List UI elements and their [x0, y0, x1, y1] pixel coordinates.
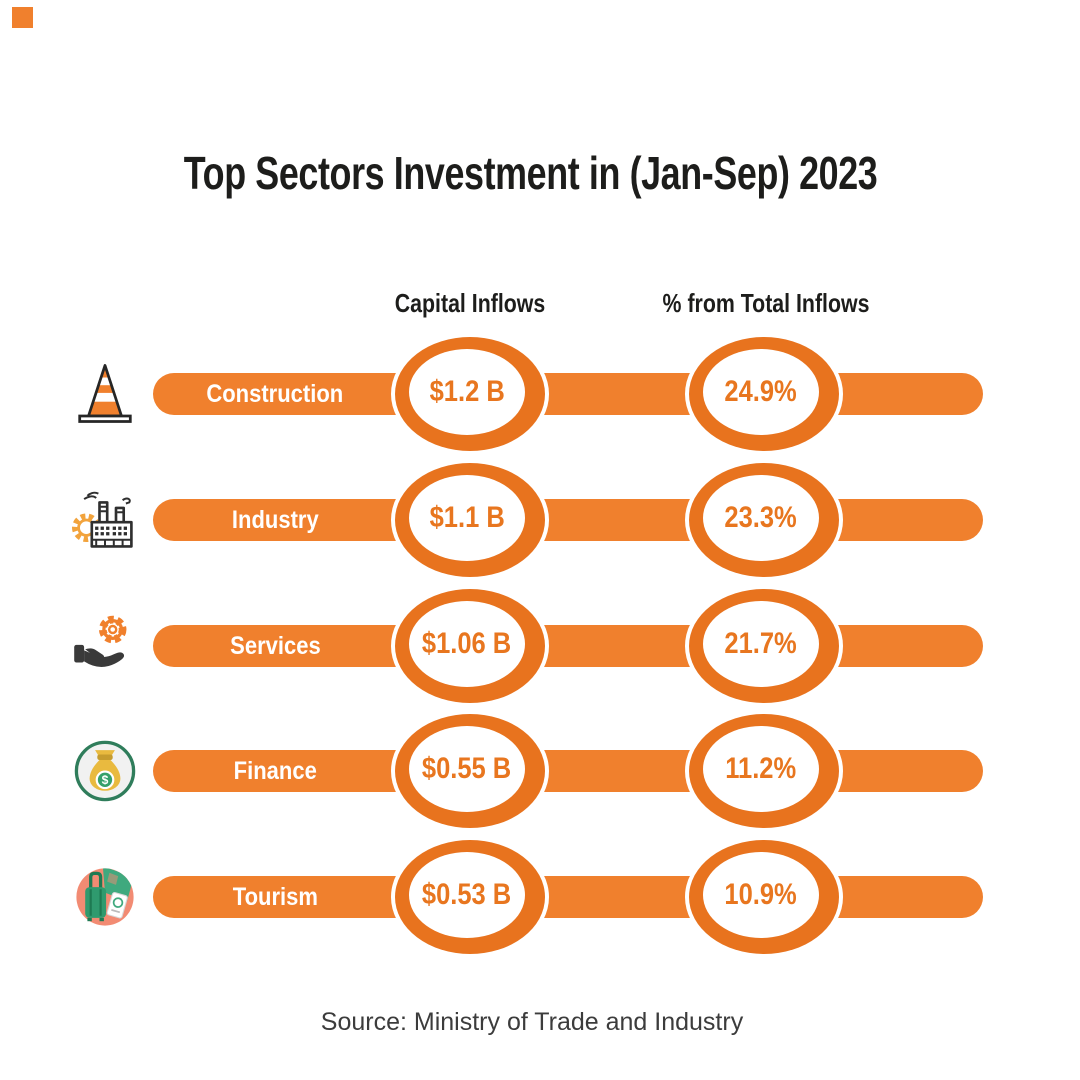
traffic-cone-icon — [72, 361, 138, 427]
money-bag-icon: $ — [72, 738, 138, 804]
capital-value: $0.53 B — [422, 878, 512, 911]
percent-value: 11.2% — [725, 752, 797, 785]
sector-label: Services — [229, 631, 321, 660]
hand-gear-icon — [72, 613, 138, 679]
sector-row-tourism: Tourism $0.53 B 10.9% — [0, 834, 1080, 960]
capital-value: $1.2 B — [429, 375, 505, 408]
sector-bar — [153, 499, 983, 541]
sector-row-industry: Industry $1.1 B 23.3% — [0, 457, 1080, 583]
page-title-text: Top Sectors Investment in (Jan-Sep) 2023 — [184, 147, 878, 199]
percent-bubble: 24.9% — [689, 337, 839, 451]
percent-value: 21.7% — [724, 627, 798, 660]
capital-value: $0.55 B — [422, 752, 512, 785]
sector-row-services: Services $1.06 B 21.7% — [0, 583, 1080, 709]
sector-label: Finance — [233, 756, 317, 785]
percent-value: 23.3% — [724, 501, 798, 534]
capital-bubble: $0.55 B — [395, 714, 545, 828]
factory-icon — [72, 487, 138, 553]
corner-accent-square — [12, 7, 33, 28]
travel-icon — [72, 864, 138, 930]
page-title: Top Sectors Investment in (Jan-Sep) 2023 — [0, 146, 1062, 200]
sector-bar — [153, 625, 983, 667]
sector-row-construction: Construction $1.2 B 24.9% — [0, 331, 1080, 457]
sector-label: Industry — [231, 505, 319, 534]
percent-value: 24.9% — [724, 375, 798, 408]
sector-row-finance: $ Finance $0.55 B 11.2% — [0, 708, 1080, 834]
column-header-capital: Capital Inflows — [394, 288, 546, 318]
percent-bubble: 21.7% — [689, 589, 839, 703]
capital-bubble: $1.2 B — [395, 337, 545, 451]
capital-bubble: $0.53 B — [395, 840, 545, 954]
capital-value: $1.06 B — [422, 627, 512, 660]
sector-label: Tourism — [232, 882, 318, 911]
capital-bubble: $1.06 B — [395, 589, 545, 703]
capital-value: $1.1 B — [429, 501, 505, 534]
sector-label: Construction — [206, 379, 344, 408]
sector-bar — [153, 876, 983, 918]
sector-bar — [153, 750, 983, 792]
percent-bubble: 23.3% — [689, 463, 839, 577]
percent-bubble: 10.9% — [689, 840, 839, 954]
column-header-percent: % from Total Inflows — [662, 288, 870, 318]
sector-bar — [153, 373, 983, 415]
capital-bubble: $1.1 B — [395, 463, 545, 577]
percent-value: 10.9% — [724, 878, 798, 911]
percent-bubble: 11.2% — [689, 714, 839, 828]
source-note: Source: Ministry of Trade and Industry — [320, 1008, 744, 1036]
svg-text:$: $ — [102, 773, 109, 787]
